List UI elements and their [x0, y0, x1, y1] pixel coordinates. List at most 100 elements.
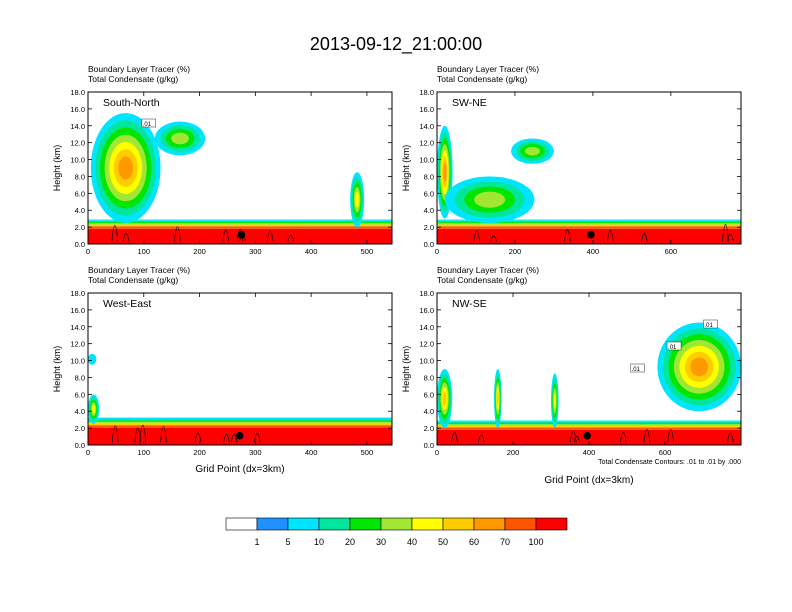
contour-label-box: [630, 363, 645, 373]
plume-contour: [443, 162, 447, 183]
y-tick-label: 2.0: [424, 424, 434, 433]
y-tick-label: 12.0: [419, 139, 434, 148]
y-tick-label: 4.0: [75, 407, 85, 416]
y-tick-label: 4.0: [424, 407, 434, 416]
bl-band: [437, 425, 741, 428]
header-line-1: Boundary Layer Tracer (%): [437, 265, 539, 275]
condensate-contour: [667, 428, 675, 443]
y-tick-label: 0.0: [424, 240, 434, 249]
y-tick-label: 0.0: [75, 441, 85, 450]
panel-west-east: West-East Boundary Layer Tracer (%)Total …: [52, 265, 393, 457]
condensate-contour: [253, 432, 261, 443]
condensate-contour: [160, 426, 167, 443]
plume-contour: [496, 391, 499, 406]
y-tick-label: 14.0: [70, 122, 85, 131]
x-tick-label: 100: [138, 448, 151, 457]
y-tick-label: 18.0: [70, 88, 85, 97]
panel-label: NW-SE: [452, 298, 487, 310]
condensate-contour: [111, 425, 119, 443]
y-tick-label: 4.0: [75, 206, 85, 215]
panel-label: South-North: [103, 97, 160, 109]
panel-nw-se: NW-SE Boundary Layer Tracer (%)Total Cond…: [401, 265, 742, 457]
y-tick-label: 6.0: [75, 390, 85, 399]
header-line-1: Boundary Layer Tracer (%): [88, 64, 190, 74]
condensate-contour: [223, 434, 230, 443]
plot-frame: [87, 292, 393, 446]
y-tick-label: 14.0: [419, 122, 434, 131]
condensate-contour: [111, 225, 119, 242]
x-tick-label: 200: [193, 247, 206, 256]
y-tick-label: 12.0: [70, 340, 85, 349]
x-axis-label: Grid Point (dx=3km): [195, 464, 284, 475]
colorbar-swatch: [442, 517, 475, 531]
location-marker: [583, 431, 591, 440]
bl-band: [437, 424, 741, 426]
y-axis-label: Height (km): [52, 346, 62, 393]
condensate-contour: [122, 233, 130, 242]
bl-band: [437, 421, 741, 424]
bl-band: [88, 223, 392, 225]
colorbar-label: 50: [438, 537, 448, 547]
y-axis-label: Height (km): [401, 145, 411, 192]
contour-label: .01: [705, 323, 714, 329]
tracer-field: [437, 125, 741, 244]
colorbar-swatch: [349, 517, 382, 531]
bl-band: [437, 219, 741, 221]
colorbar-label: 70: [500, 537, 510, 547]
x-tick-label: 400: [587, 247, 600, 256]
header-line-2: Total Condensate (g/kg): [437, 275, 527, 285]
colorbar-swatch: [535, 517, 568, 531]
location-marker: [235, 431, 244, 440]
colorbar-swatch: [256, 517, 289, 531]
y-tick-label: 10.0: [419, 156, 434, 165]
plume-contour: [118, 156, 133, 180]
condensate-contour: [727, 233, 734, 242]
bl-band: [88, 417, 392, 419]
colorbar-swatch: [473, 517, 506, 531]
bl-band: [437, 220, 741, 223]
y-tick-label: 14.0: [70, 323, 85, 332]
bl-band: [88, 222, 392, 224]
colorbar-label: 30: [376, 537, 386, 547]
condensate-contour: [287, 235, 295, 242]
condensate-contour: [194, 432, 202, 443]
header-line-1: Boundary Layer Tracer (%): [437, 64, 539, 74]
y-tick-label: 12.0: [70, 139, 85, 148]
y-tick-label: 16.0: [70, 105, 85, 114]
x-tick-label: 400: [305, 247, 318, 256]
bl-band: [437, 420, 741, 422]
condensate-contour: [727, 433, 734, 443]
y-tick-label: 8.0: [75, 373, 85, 382]
y-tick-label: 0.0: [75, 240, 85, 249]
x-tick-label: 500: [361, 247, 374, 256]
header-line-2: Total Condensate (g/kg): [88, 74, 178, 84]
bl-band: [437, 224, 741, 227]
bl-band: [88, 418, 392, 421]
bl-band: [88, 226, 392, 229]
colorbar-label: 1: [254, 537, 259, 547]
y-axis-label: Height (km): [401, 346, 411, 393]
plot-frame: [87, 91, 393, 245]
y-tick-label: 18.0: [419, 289, 434, 298]
contour-label: .01: [632, 367, 641, 373]
condensate-contour: [490, 235, 497, 242]
panel-label: West-East: [103, 298, 151, 310]
header-line-2: Total Condensate (g/kg): [437, 74, 527, 84]
condensate-contour: [722, 223, 729, 242]
plume-contour: [474, 191, 506, 208]
x-tick-label: 200: [193, 448, 206, 457]
y-tick-label: 2.0: [424, 223, 434, 232]
condensate-contour: [607, 230, 614, 242]
y-tick-label: 2.0: [75, 424, 85, 433]
plot-frame: [436, 91, 742, 245]
x-tick-label: 300: [249, 247, 262, 256]
y-tick-label: 12.0: [419, 340, 434, 349]
condensate-contour: [174, 226, 181, 242]
y-tick-label: 0.0: [424, 441, 434, 450]
colorbar-swatch: [225, 517, 258, 531]
x-tick-label: 500: [361, 448, 374, 457]
y-tick-label: 10.0: [70, 156, 85, 165]
colorbar-label: 10: [314, 537, 324, 547]
contour-footnote: Total Condensate Contours: .01 to .01 by…: [598, 459, 741, 466]
